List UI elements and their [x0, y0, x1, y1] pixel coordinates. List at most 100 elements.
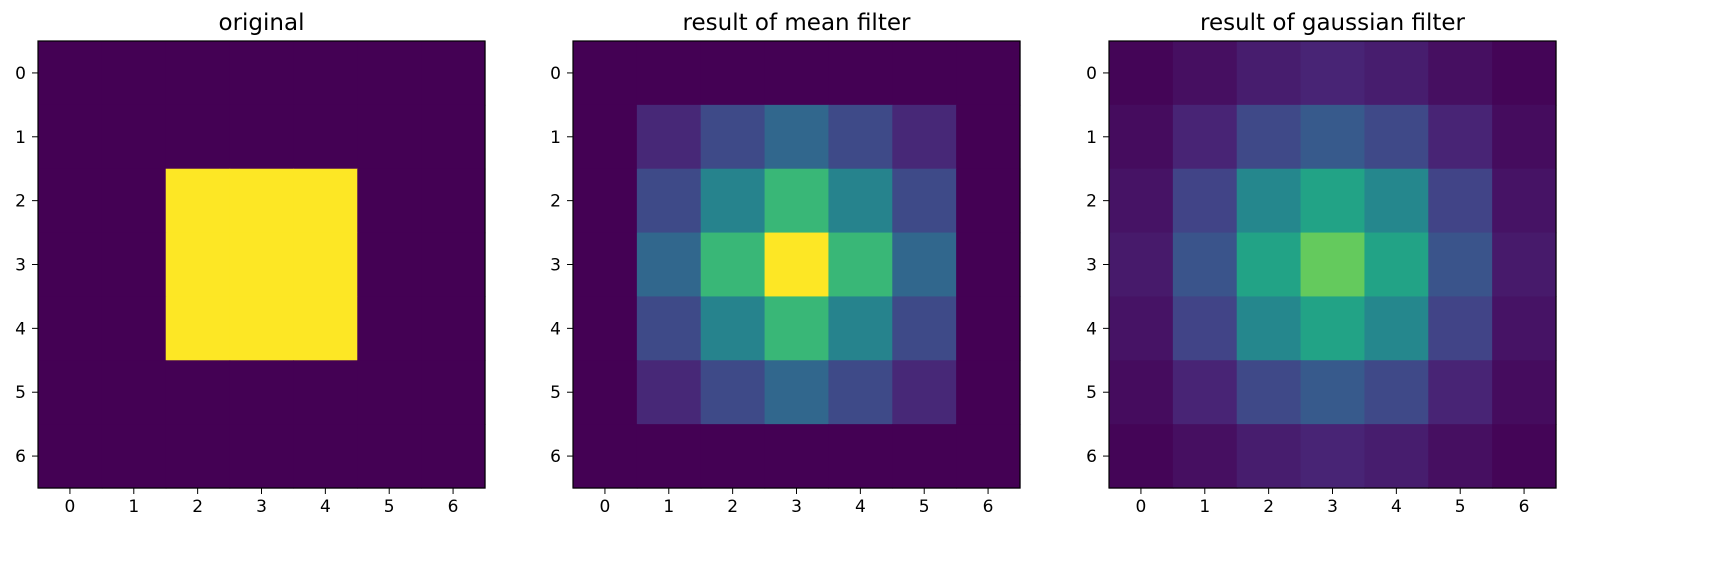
x-tick-label: 6 — [1519, 497, 1530, 517]
heatmap-cell — [573, 41, 638, 106]
x-tick-label: 1 — [1199, 497, 1210, 517]
heatmap-cell — [1236, 360, 1302, 425]
heatmap-cell — [1428, 232, 1493, 298]
heatmap-cell — [636, 232, 702, 298]
heatmap-cell — [1300, 360, 1366, 425]
heatmap-cell — [357, 41, 422, 106]
heatmap-cell — [1172, 360, 1238, 425]
heatmap-cell — [700, 232, 766, 298]
heatmap-cell — [956, 168, 1021, 234]
heatmap-cell — [165, 232, 231, 298]
heatmap-cell — [293, 41, 358, 106]
heatmap-plot-area: 0 1 2 3 4 5 6 0 1 2 3 4 5 6 — [15, 40, 486, 517]
x-tick-label: 0 — [600, 497, 611, 517]
heatmap-cell — [764, 232, 830, 298]
heatmap-cell — [956, 232, 1021, 298]
heatmap-cell — [1492, 232, 1557, 298]
heatmap-cell — [1109, 104, 1174, 170]
heatmap-cell — [1364, 41, 1429, 106]
y-tick-label: 1 — [1086, 128, 1097, 148]
heatmap-cell — [293, 424, 358, 489]
heatmap-cell — [892, 168, 957, 234]
heatmap-cell — [1236, 41, 1302, 106]
heatmap-cell — [828, 360, 893, 425]
x-tick-label: 3 — [1327, 497, 1338, 517]
heatmap-cell — [1428, 168, 1493, 234]
heatmap-cell — [165, 104, 231, 170]
heatmap-cell — [165, 424, 231, 489]
heatmap-cell — [636, 360, 702, 425]
heatmap-cell — [1428, 296, 1493, 361]
heatmap-cell — [1364, 360, 1429, 425]
x-tick-label: 2 — [192, 497, 203, 517]
heatmap-cell — [636, 168, 702, 234]
heatmap-cell — [700, 424, 766, 489]
heatmap-cell — [1492, 168, 1557, 234]
heatmap-cell — [1428, 41, 1493, 106]
heatmap-cell — [165, 168, 231, 234]
x-tick-label: 4 — [1391, 497, 1402, 517]
y-tick-label: 0 — [550, 64, 561, 84]
heatmap-cell — [357, 296, 422, 361]
heatmap-cell — [421, 104, 486, 170]
heatmap-cell — [38, 296, 103, 361]
heatmap-cell — [764, 360, 830, 425]
heatmap-cell — [700, 168, 766, 234]
heatmap-cell — [1300, 232, 1366, 298]
y-tick-label: 0 — [15, 64, 26, 84]
heatmap-panel-original: original — [12, 0, 512, 585]
heatmap-cell — [1428, 360, 1493, 425]
x-tick-label: 0 — [1136, 497, 1147, 517]
heatmap-cell — [421, 168, 486, 234]
heatmap-cell — [38, 168, 103, 234]
heatmap-cell — [1236, 168, 1302, 234]
heatmap-cell — [1364, 424, 1429, 489]
y-tick-label: 2 — [15, 192, 26, 212]
heatmap-cell — [421, 360, 486, 425]
heatmap-cell — [1172, 424, 1238, 489]
y-tick-label: 3 — [550, 256, 561, 276]
heatmap-cell — [764, 41, 830, 106]
heatmap-cell — [700, 41, 766, 106]
chart-title: result of gaussian filter — [1200, 10, 1465, 36]
heatmap-cell — [892, 360, 957, 425]
y-tick-label: 6 — [550, 447, 561, 467]
y-tick-label: 6 — [1086, 447, 1097, 467]
heatmap-cell — [700, 104, 766, 170]
heatmap-cell — [828, 296, 893, 361]
heatmap-cell — [956, 424, 1021, 489]
heatmap-cell — [956, 104, 1021, 170]
heatmap-cell — [1364, 104, 1429, 170]
heatmap-cell — [1364, 296, 1429, 361]
x-tick-label: 5 — [1455, 497, 1466, 517]
heatmap-cell — [165, 41, 231, 106]
heatmap-panel-gaussian-filter: result of gaussian filter — [1083, 0, 1583, 585]
heatmap-cell — [1236, 296, 1302, 361]
heatmap-cell — [229, 360, 295, 425]
heatmap-cell — [101, 296, 167, 361]
heatmap-cell — [1172, 41, 1238, 106]
heatmap-cell — [1428, 424, 1493, 489]
x-tick-label: 6 — [983, 497, 994, 517]
heatmap-cell — [38, 104, 103, 170]
heatmap-cell — [1172, 168, 1238, 234]
heatmap-cell — [101, 232, 167, 298]
heatmap-cell — [764, 424, 830, 489]
heatmap-cell — [1428, 104, 1493, 170]
heatmap-cell — [357, 360, 422, 425]
heatmap-cell — [1109, 296, 1174, 361]
heatmap-cell — [956, 41, 1021, 106]
heatmap-cell — [1236, 232, 1302, 298]
heatmap-cell — [1300, 296, 1366, 361]
heatmap-cell — [357, 104, 422, 170]
heatmap-cell — [101, 104, 167, 170]
heatmap-cell — [956, 296, 1021, 361]
x-tick-label: 5 — [384, 497, 395, 517]
y-tick-label: 3 — [1086, 256, 1097, 276]
heatmap-cell — [573, 232, 638, 298]
chart-title: result of mean filter — [682, 10, 911, 36]
heatmap-cell — [573, 424, 638, 489]
heatmap-cell — [421, 424, 486, 489]
heatmap-cell — [892, 296, 957, 361]
x-tick-label: 1 — [663, 497, 674, 517]
